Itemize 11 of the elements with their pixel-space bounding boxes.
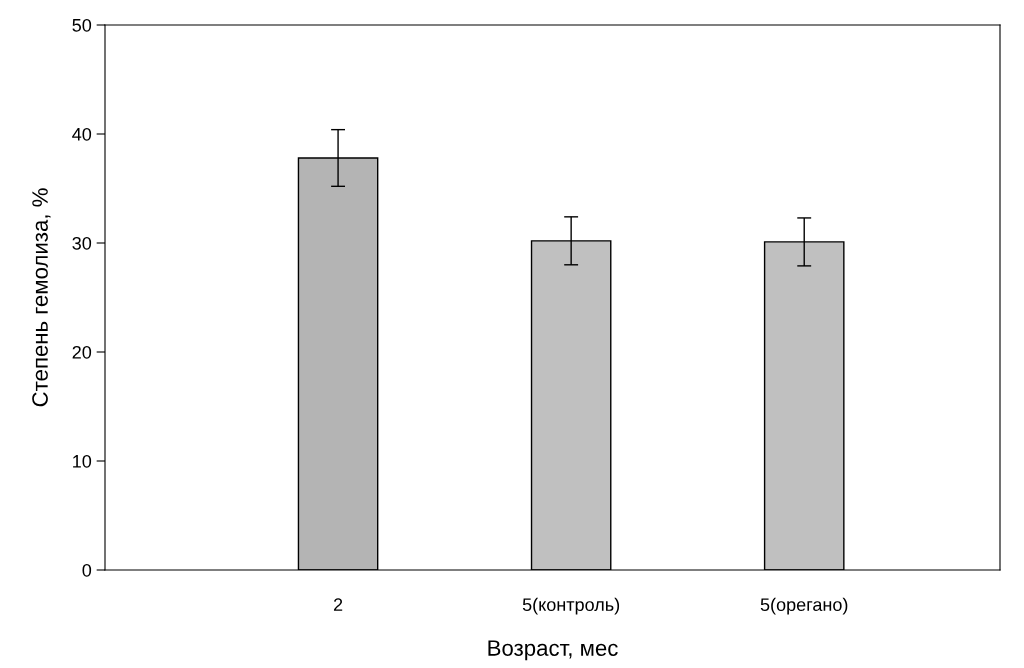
x-tick-label: 5(орегано)	[760, 597, 848, 615]
y-tick-label: 0	[82, 563, 92, 577]
y-tick-label: 40	[72, 127, 92, 141]
y-tick-label: 50	[72, 18, 92, 32]
x-axis-title: Возраст, мес	[488, 640, 618, 661]
y-tick-label: 30	[72, 236, 92, 250]
x-tick-label: 2	[333, 598, 343, 611]
y-tick-label: 20	[72, 345, 92, 359]
x-tick-label: 5(контроль)	[522, 597, 620, 615]
y-tick-label: 10	[73, 454, 92, 468]
y-axis-title: Степень гемолиза, %	[32, 188, 51, 407]
